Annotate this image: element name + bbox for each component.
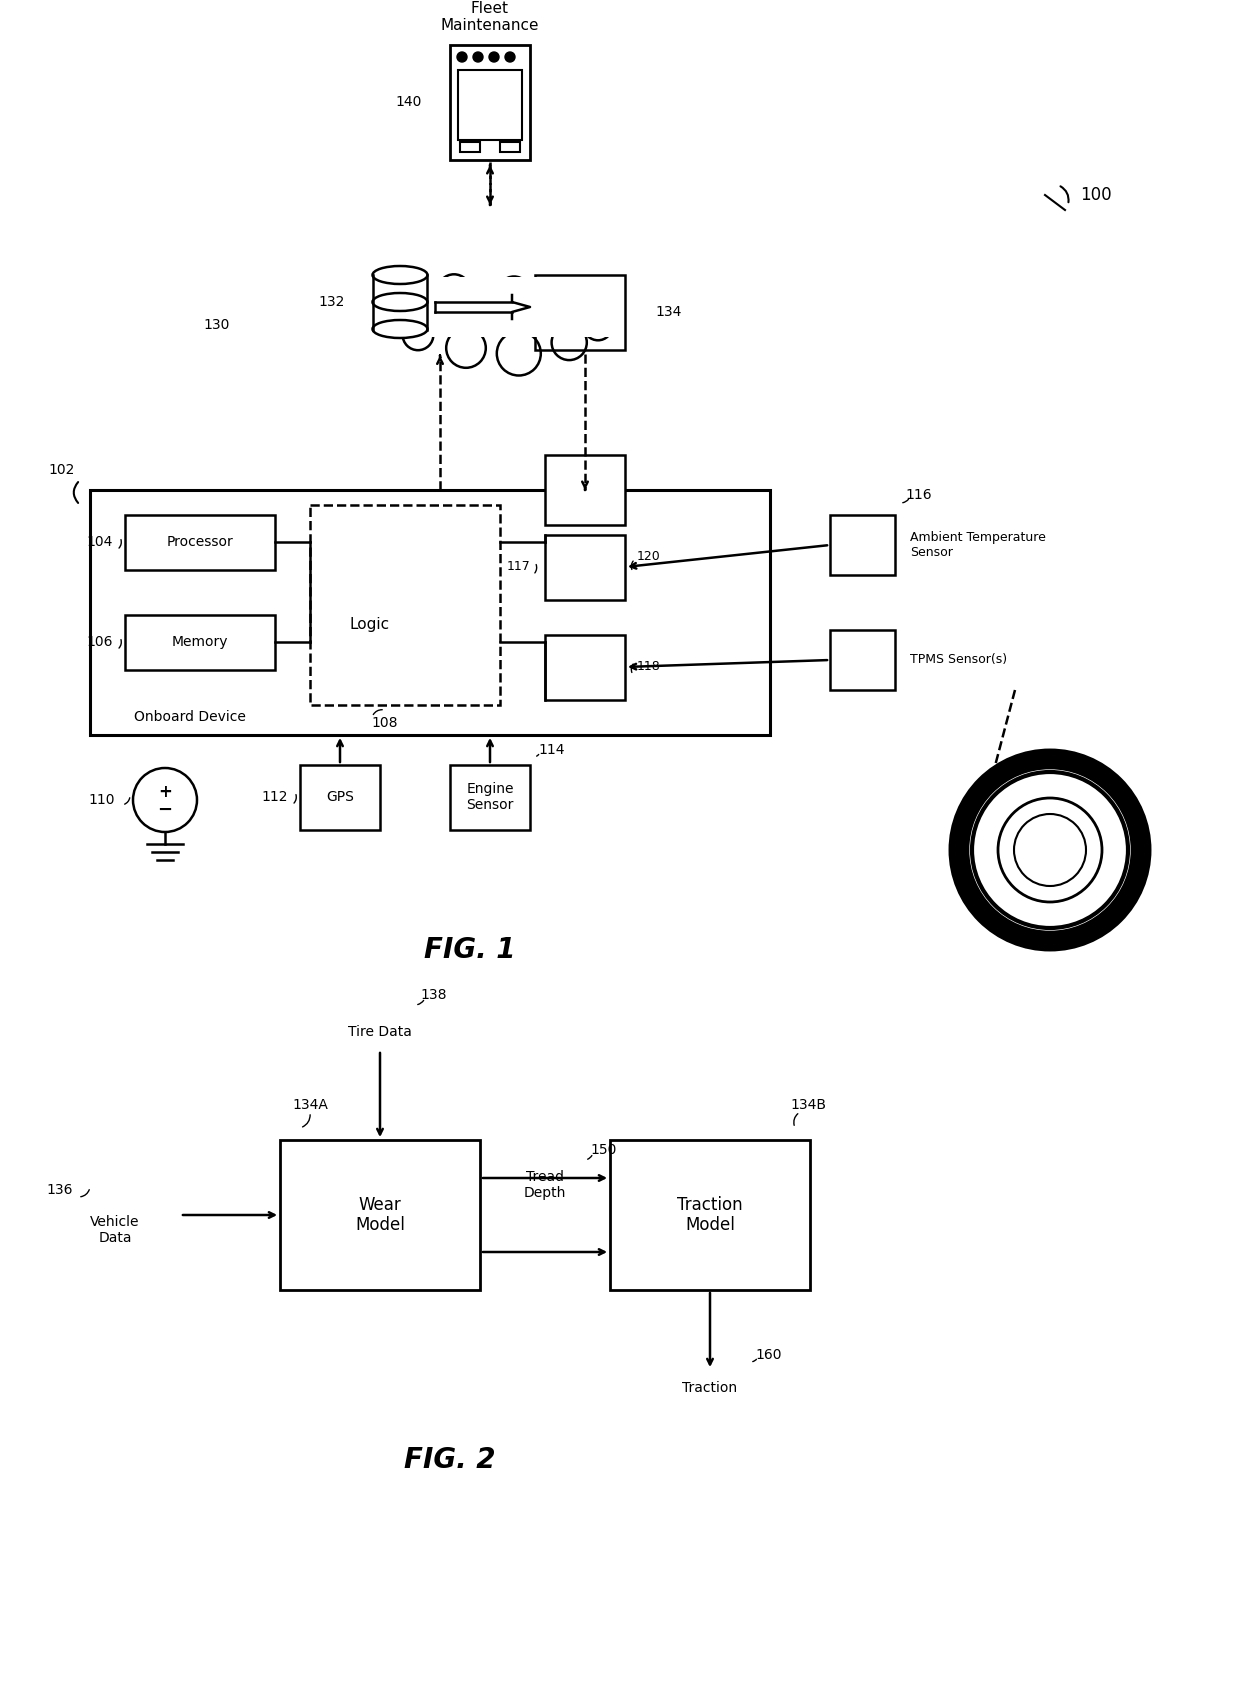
Circle shape — [994, 795, 1105, 905]
Bar — [546, 535, 625, 600]
Circle shape — [1012, 812, 1087, 888]
Text: Wear
Model: Wear Model — [355, 1195, 405, 1234]
Text: Memory: Memory — [172, 634, 228, 650]
Bar — [310, 505, 500, 704]
Circle shape — [505, 51, 515, 61]
Text: Onboard Device: Onboard Device — [134, 709, 246, 725]
Bar — [125, 616, 275, 670]
Circle shape — [458, 51, 467, 61]
Text: 100: 100 — [1080, 186, 1111, 205]
Text: 106: 106 — [87, 634, 113, 650]
Circle shape — [497, 331, 541, 375]
Bar — [460, 142, 480, 152]
Text: 117: 117 — [506, 561, 529, 573]
Text: 110: 110 — [88, 793, 115, 806]
Bar — [300, 766, 379, 830]
Circle shape — [999, 800, 1100, 900]
Text: 108: 108 — [372, 716, 398, 730]
Text: 140: 140 — [396, 95, 422, 109]
Circle shape — [559, 290, 588, 319]
Text: Logic: Logic — [350, 617, 391, 633]
Text: 112: 112 — [262, 789, 288, 805]
Text: 134A: 134A — [293, 1098, 327, 1112]
Text: −: − — [157, 801, 172, 818]
Circle shape — [1012, 812, 1087, 888]
Text: GPS: GPS — [326, 789, 353, 805]
Text: 134B: 134B — [790, 1098, 826, 1112]
Text: 132: 132 — [319, 295, 345, 309]
Bar — [450, 766, 529, 830]
Text: FIG. 2: FIG. 2 — [404, 1446, 496, 1475]
Text: Engine
Sensor: Engine Sensor — [466, 783, 513, 812]
Bar — [91, 489, 770, 735]
Text: +: + — [157, 783, 172, 801]
Bar — [358, 276, 622, 338]
Circle shape — [584, 312, 613, 341]
Bar — [458, 70, 522, 140]
Text: 136: 136 — [47, 1183, 73, 1197]
Text: Traction
Model: Traction Model — [677, 1195, 743, 1234]
Text: 160: 160 — [755, 1349, 781, 1362]
Bar — [830, 631, 895, 691]
Circle shape — [955, 755, 1145, 945]
Circle shape — [438, 275, 470, 307]
Text: Traction: Traction — [682, 1381, 738, 1395]
Bar — [610, 1141, 810, 1291]
Text: FIG. 1: FIG. 1 — [424, 936, 516, 963]
Bar — [534, 275, 625, 350]
Text: 134: 134 — [655, 305, 681, 319]
Text: 114: 114 — [538, 743, 564, 757]
Bar — [500, 142, 520, 152]
Circle shape — [552, 326, 587, 360]
Text: 120: 120 — [637, 551, 661, 563]
Text: Tire Data: Tire Data — [348, 1025, 412, 1038]
Ellipse shape — [372, 266, 428, 285]
Circle shape — [366, 307, 394, 334]
Bar — [450, 44, 529, 160]
Circle shape — [975, 776, 1125, 926]
Text: 118: 118 — [637, 660, 661, 673]
Circle shape — [497, 276, 531, 310]
Circle shape — [489, 51, 498, 61]
Text: Vehicle
Data: Vehicle Data — [91, 1216, 140, 1245]
Text: Fleet
Maintenance: Fleet Maintenance — [440, 0, 539, 32]
Text: TPMS Sensor(s): TPMS Sensor(s) — [910, 653, 1007, 667]
Ellipse shape — [372, 321, 428, 338]
Circle shape — [391, 288, 422, 319]
Circle shape — [970, 771, 1130, 929]
Text: 130: 130 — [203, 319, 229, 332]
Circle shape — [403, 319, 434, 350]
Bar — [546, 634, 625, 701]
Bar — [125, 515, 275, 569]
Text: Tread
Depth: Tread Depth — [523, 1170, 567, 1200]
Bar — [280, 1141, 480, 1291]
Text: 138: 138 — [420, 987, 446, 1003]
Text: 104: 104 — [87, 535, 113, 549]
Bar — [546, 455, 625, 525]
Ellipse shape — [372, 293, 428, 310]
Text: 102: 102 — [48, 464, 74, 477]
Bar — [830, 515, 895, 575]
Text: 116: 116 — [905, 488, 931, 501]
Circle shape — [472, 51, 484, 61]
Text: 150: 150 — [590, 1142, 616, 1158]
Text: Ambient Temperature
Sensor: Ambient Temperature Sensor — [910, 530, 1045, 559]
Bar — [374, 276, 427, 329]
Circle shape — [446, 327, 486, 368]
Text: Processor: Processor — [166, 535, 233, 549]
